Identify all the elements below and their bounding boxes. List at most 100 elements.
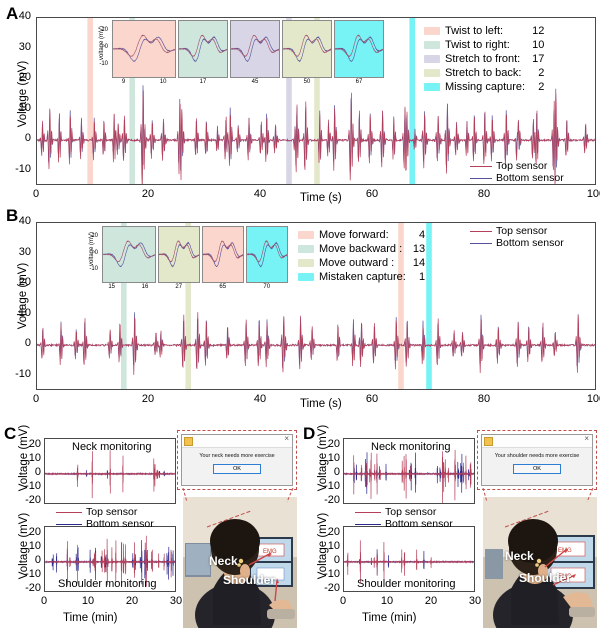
panel-d-shoulder-title: Shoulder monitoring bbox=[357, 578, 456, 590]
legend-label: Stretch to back: bbox=[445, 67, 522, 79]
legend-swatch-cell bbox=[424, 38, 445, 52]
panel-d-xaxis-title: Time (min) bbox=[362, 612, 417, 624]
series-legend-line bbox=[470, 165, 492, 167]
legend-color-swatch bbox=[424, 69, 440, 77]
A-ins-xtick: 17 bbox=[199, 79, 207, 85]
panel-c-dialog-callout: × Your neck needs more exercise OK bbox=[177, 430, 297, 490]
legend-color-swatch bbox=[424, 27, 440, 35]
D-xticks-label: 30 bbox=[468, 595, 482, 607]
A-xticks-label: 100 bbox=[586, 188, 600, 200]
B-ins-subpanel-svg bbox=[103, 240, 155, 268]
close-icon[interactable]: × bbox=[584, 434, 589, 443]
B-ins-subpanel-svg bbox=[158, 240, 199, 268]
panel-c-series-legend: Top sensor Bottom sensor bbox=[56, 506, 154, 530]
A-yticks-label: 30 bbox=[18, 40, 31, 53]
legend-label: Mistaken capture: bbox=[319, 271, 406, 283]
B-xticks-label: 20 bbox=[141, 393, 155, 405]
A-ins-xtick: 9 bbox=[121, 79, 126, 85]
A-yticks-label: 40 bbox=[18, 10, 31, 22]
panel-c-shoulder-top-trace bbox=[45, 535, 175, 587]
panel-c-dialog-message: Your neck needs more exercise bbox=[199, 453, 275, 459]
panel-c-dialog-titlebar: × bbox=[182, 434, 292, 448]
legend-row: Stretch to front: 17 bbox=[424, 52, 545, 66]
panel-d-photo-neck-label: Neck bbox=[505, 549, 534, 563]
A-ins-subpanel bbox=[112, 20, 176, 78]
legend-color-swatch bbox=[298, 231, 314, 239]
legend-row: Twist to right: 10 bbox=[424, 38, 545, 52]
B-ins-subpanel-trace bbox=[246, 241, 287, 268]
panel-c-dialog-ok-button[interactable]: OK bbox=[213, 464, 261, 474]
legend-label: Move backward : bbox=[319, 243, 403, 255]
A-xticks-label: 80 bbox=[477, 188, 491, 200]
C-yticks-bot-label: 0 bbox=[34, 554, 41, 567]
D-yticks-top-label: 0 bbox=[333, 466, 340, 479]
B-ins-subpanel-trace bbox=[158, 240, 199, 263]
highlight-band bbox=[185, 223, 191, 389]
svg-text:EMG: EMG bbox=[558, 574, 572, 580]
highlight-band bbox=[426, 223, 432, 389]
highlight-band bbox=[398, 223, 404, 389]
D-yticks-bot-label: -20 bbox=[324, 582, 340, 595]
series-legend-line bbox=[56, 523, 82, 525]
legend-label: Twist to right: bbox=[445, 39, 510, 51]
highlight-band bbox=[129, 18, 135, 184]
D-yticks-bot-label: 20 bbox=[327, 526, 340, 539]
legend-row: Twist to left: 12 bbox=[424, 24, 545, 38]
close-icon[interactable]: × bbox=[284, 434, 289, 443]
B-xticks-label: 0 bbox=[32, 393, 40, 405]
legend-color-swatch bbox=[424, 83, 440, 91]
series-legend-label: Top sensor bbox=[496, 225, 548, 237]
panel-d-series-legend: Top sensor Bottom sensor bbox=[355, 506, 453, 530]
panel-c-shoulder-plot-svg bbox=[45, 535, 175, 587]
B-ins-xtick: 16 bbox=[141, 284, 149, 290]
legend-swatch-cell bbox=[424, 52, 445, 66]
series-legend-label: Top sensor bbox=[496, 160, 548, 172]
panel-b-series-legend-list: Top sensor Bottom sensor bbox=[470, 225, 564, 249]
series-legend-label: Bottom sensor bbox=[496, 237, 564, 249]
A-ins-ytick: -10 bbox=[99, 61, 108, 68]
panel-d-dialog-ok-button[interactable]: OK bbox=[513, 464, 561, 474]
panel-c-photo-svg: EMG bbox=[183, 497, 297, 628]
A-xticks-label: 60 bbox=[365, 188, 379, 200]
highlight-band bbox=[409, 18, 415, 184]
B-ins-xtick: 70 bbox=[263, 284, 271, 290]
legend-row: Missing capture: 2 bbox=[424, 80, 545, 94]
C-yticks-top-label: -10 bbox=[25, 480, 41, 493]
A-ins-xtick: 10 bbox=[159, 79, 167, 85]
C-yticks-bot-label: 10 bbox=[28, 540, 41, 553]
panel-b-xaxis-title: Time (s) bbox=[300, 398, 342, 410]
panel-a-xaxis-title: Time (s) bbox=[300, 192, 342, 204]
C-xticks-label: 30 bbox=[169, 595, 183, 607]
legend-row: Move forward: 4 bbox=[298, 228, 426, 242]
A-ins-ytick: 10 bbox=[101, 27, 108, 34]
legend-row: Move outward : 14 bbox=[298, 256, 426, 270]
panel-b-inset: voltage (mV) 10 0 -10 15 16 27 65 70 bbox=[86, 226, 292, 298]
series-legend-line bbox=[470, 242, 492, 244]
app-icon bbox=[484, 437, 493, 446]
B-ins-xtick: 27 bbox=[175, 284, 183, 290]
legend-swatch-cell bbox=[424, 66, 445, 80]
legend-count: 13 bbox=[412, 243, 426, 255]
C-yticks-top-label: 10 bbox=[28, 452, 41, 465]
B-ins-subpanel-trace bbox=[103, 242, 155, 268]
B-yticks-label: 0 bbox=[24, 337, 31, 350]
series-legend-row: Bottom sensor bbox=[470, 237, 564, 249]
legend-label: Move outward : bbox=[319, 257, 395, 269]
panel-label-c: C bbox=[4, 424, 17, 443]
A-yticks-label: -10 bbox=[15, 162, 31, 175]
B-ins-subpanel bbox=[157, 226, 200, 283]
panel-d-dialog[interactable]: × Your shoulder needs more exercise OK bbox=[481, 434, 593, 486]
legend-swatch-cell bbox=[298, 242, 319, 256]
series-legend-row: Top sensor bbox=[56, 506, 154, 518]
A-ins-subpanel-svg bbox=[113, 34, 175, 62]
highlight-band bbox=[121, 223, 127, 389]
A-ins-subpanel-trace bbox=[283, 34, 331, 58]
panel-b-yaxis-title: Voltage (mV) bbox=[17, 262, 29, 330]
panel-c-shoulder-plot-frame bbox=[44, 526, 176, 592]
panel-c-dialog[interactable]: × Your neck needs more exercise OK bbox=[181, 434, 293, 486]
series-legend-row: Top sensor bbox=[470, 160, 564, 172]
legend-swatch-cell bbox=[298, 228, 319, 242]
legend-count: 14 bbox=[412, 257, 426, 269]
highlight-band bbox=[286, 18, 292, 184]
panel-a-series-legend: Top sensor Bottom sensor bbox=[470, 160, 564, 184]
